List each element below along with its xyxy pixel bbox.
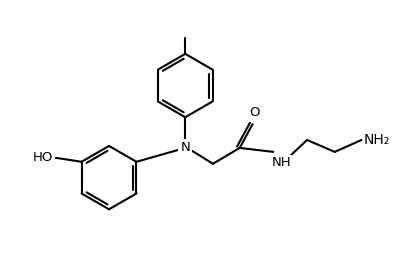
- Text: NH₂: NH₂: [363, 133, 390, 147]
- Text: HO: HO: [32, 151, 53, 164]
- Text: O: O: [249, 106, 260, 119]
- Text: N: N: [180, 141, 190, 155]
- Text: NH: NH: [271, 156, 291, 169]
